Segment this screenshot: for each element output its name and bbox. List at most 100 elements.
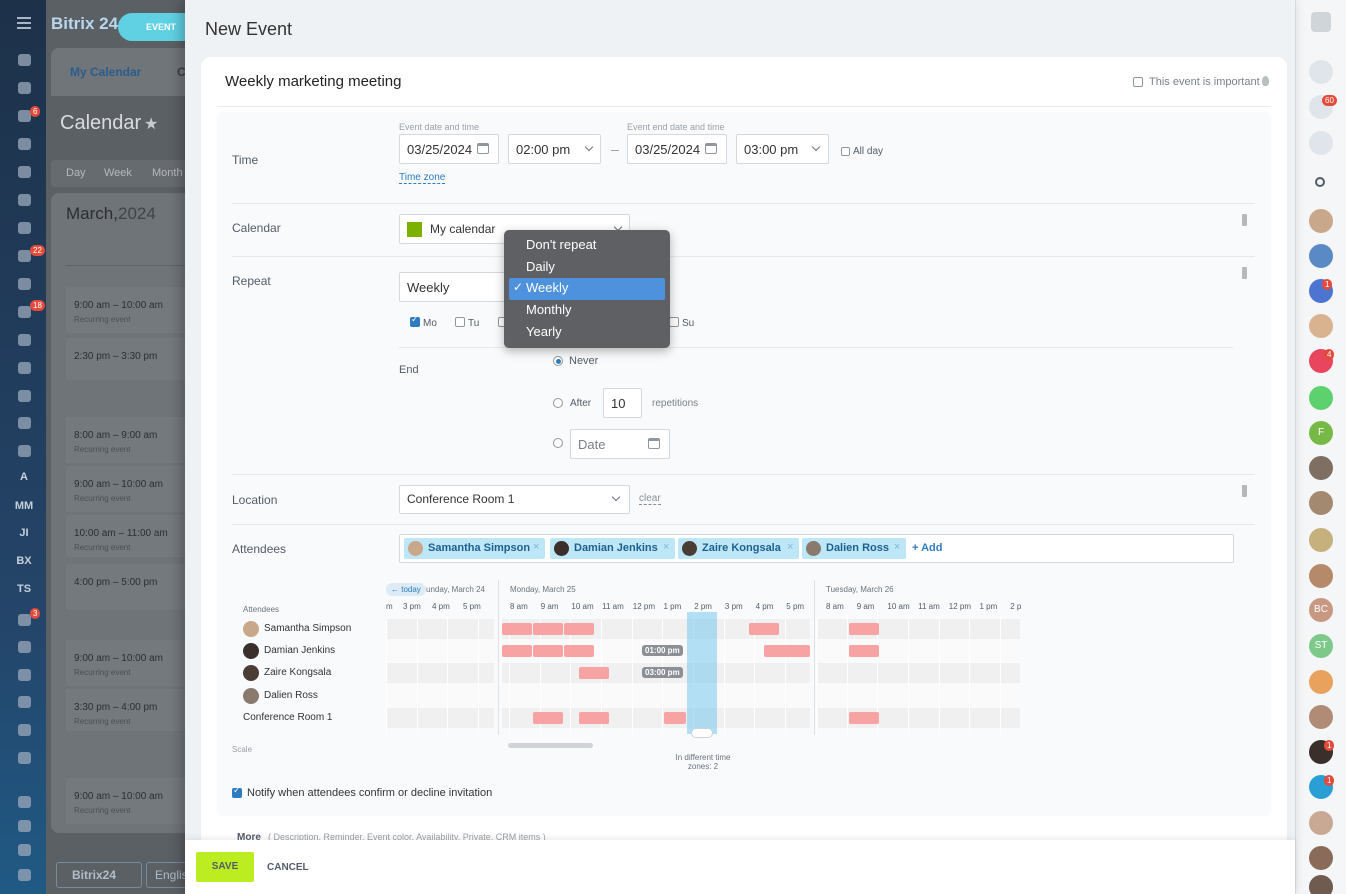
nav-icon[interactable] — [18, 278, 31, 290]
nav-icon[interactable] — [18, 222, 31, 234]
checkbox[interactable] — [1133, 77, 1143, 87]
checkbox[interactable] — [232, 788, 242, 798]
avatar[interactable] — [1309, 60, 1333, 84]
weekday[interactable]: Su — [682, 318, 695, 329]
nav-letter[interactable]: TS — [16, 583, 32, 595]
more-toggle[interactable]: More — [237, 832, 261, 843]
avatar[interactable] — [1309, 811, 1333, 835]
view-tab[interactable]: Month — [152, 167, 183, 179]
nav-icon[interactable] — [18, 752, 31, 764]
pin-icon[interactable] — [1242, 214, 1247, 226]
scale-label[interactable]: Scale — [232, 745, 253, 754]
nav-icon[interactable] — [18, 445, 31, 457]
all-day-label[interactable]: All day — [853, 146, 884, 157]
dropdown-option[interactable]: Don't repeat — [526, 237, 597, 252]
view-tab[interactable]: Week — [104, 167, 132, 179]
event-time[interactable]: 2:30 pm – 3:30 pm — [74, 351, 158, 362]
clear-link[interactable]: clear — [639, 493, 661, 505]
event-time[interactable]: 3:30 pm – 4:00 pm — [74, 702, 158, 713]
avatar[interactable] — [1309, 670, 1333, 694]
checkbox[interactable] — [841, 147, 850, 156]
avatar[interactable] — [1309, 314, 1333, 338]
nav-icon[interactable] — [18, 362, 31, 374]
nav-icon[interactable] — [18, 250, 31, 262]
view-tab[interactable]: Day — [66, 167, 86, 179]
time-input[interactable]: 03:00 pm — [736, 134, 829, 164]
dropdown-option[interactable]: Yearly — [526, 324, 562, 339]
timezone-link[interactable]: Time zone — [399, 172, 446, 184]
nav-letter[interactable]: BX — [16, 555, 32, 567]
weekday[interactable]: Tu — [468, 318, 480, 329]
pin-icon[interactable] — [1242, 485, 1247, 497]
nav-icon[interactable] — [18, 417, 31, 429]
pin-icon[interactable] — [1242, 267, 1247, 279]
notify-label[interactable]: Notify when attendees confirm or decline… — [247, 787, 493, 799]
nav-icon[interactable] — [18, 820, 31, 832]
nav-icon[interactable] — [18, 614, 31, 626]
nav-icon[interactable] — [18, 194, 31, 206]
attendee-chip[interactable] — [550, 538, 675, 559]
attendee-chip[interactable] — [802, 538, 906, 559]
dropdown-option[interactable]: Daily — [526, 259, 555, 274]
dropdown-option[interactable]: Monthly — [526, 302, 572, 317]
event-button-label[interactable]: EVENT — [146, 22, 177, 32]
nav-icon[interactable] — [18, 334, 31, 346]
avatar[interactable] — [1309, 846, 1333, 870]
avatar[interactable] — [1309, 386, 1333, 410]
repeat-select[interactable]: Weekly — [399, 272, 519, 302]
checkbox[interactable] — [410, 317, 420, 327]
event-time[interactable]: 10:00 am – 11:00 am — [74, 528, 168, 539]
tab[interactable]: My Calendar — [70, 65, 142, 79]
end-date-input[interactable]: Date — [570, 429, 670, 459]
avatar[interactable] — [1309, 421, 1333, 445]
radio[interactable] — [553, 398, 563, 408]
radio-label[interactable]: Never — [569, 355, 599, 367]
nav-icon[interactable] — [18, 844, 31, 856]
location-select[interactable]: Conference Room 1 — [399, 485, 630, 514]
date-input[interactable]: 03/25/2024 — [627, 134, 727, 164]
tab[interactable]: C — [177, 65, 186, 79]
count-input[interactable]: 10 — [603, 388, 642, 418]
save-button[interactable]: SAVE — [196, 852, 254, 882]
nav-icon[interactable] — [18, 306, 31, 318]
nav-letter[interactable]: A — [20, 471, 28, 483]
event-time[interactable]: 9:00 am – 10:00 am — [74, 300, 163, 311]
cancel-button[interactable]: CANCEL — [267, 862, 309, 873]
time-input[interactable]: 02:00 pm — [508, 134, 601, 164]
nav-icon[interactable] — [18, 669, 31, 681]
nav-letter[interactable]: JI — [19, 527, 29, 539]
nav-letter[interactable]: MM — [14, 500, 34, 512]
nav-icon[interactable] — [18, 54, 31, 66]
avatar[interactable] — [1309, 705, 1333, 729]
checkbox[interactable] — [455, 317, 465, 327]
radio[interactable] — [553, 438, 563, 448]
weekday[interactable]: Mo — [423, 318, 437, 329]
nav-icon[interactable] — [18, 641, 31, 653]
avatar[interactable] — [1309, 244, 1333, 268]
avatar[interactable] — [1309, 491, 1333, 515]
nav-icon[interactable] — [18, 724, 31, 736]
dropdown-option[interactable]: Weekly — [526, 280, 569, 295]
nav-icon[interactable] — [18, 390, 31, 402]
nav-icon[interactable] — [18, 869, 31, 881]
nav-icon[interactable] — [18, 138, 31, 150]
avatar[interactable] — [1309, 875, 1333, 894]
avatar[interactable] — [1309, 528, 1333, 552]
nav-icon[interactable] — [18, 696, 31, 708]
help-icon[interactable] — [1311, 12, 1331, 32]
radio-label[interactable]: After — [570, 398, 592, 409]
avatar[interactable] — [1309, 598, 1333, 622]
avatar[interactable] — [1309, 209, 1333, 233]
nav-icon[interactable] — [18, 166, 31, 178]
nav-icon[interactable] — [18, 110, 31, 122]
event-time[interactable]: 8:00 am – 9:00 am — [74, 430, 158, 441]
avatar[interactable] — [1309, 634, 1333, 658]
event-time[interactable]: 9:00 am – 10:00 am — [74, 653, 163, 664]
today-button[interactable]: ← today — [386, 583, 426, 596]
important-label[interactable]: This event is important — [1149, 76, 1260, 88]
nav-icon[interactable] — [18, 82, 31, 94]
avatar[interactable] — [1309, 564, 1333, 588]
nav-icon[interactable] — [18, 796, 31, 808]
event-time[interactable]: 9:00 am – 10:00 am — [74, 791, 163, 802]
event-time[interactable]: 4:00 pm – 5:00 pm — [74, 577, 158, 588]
